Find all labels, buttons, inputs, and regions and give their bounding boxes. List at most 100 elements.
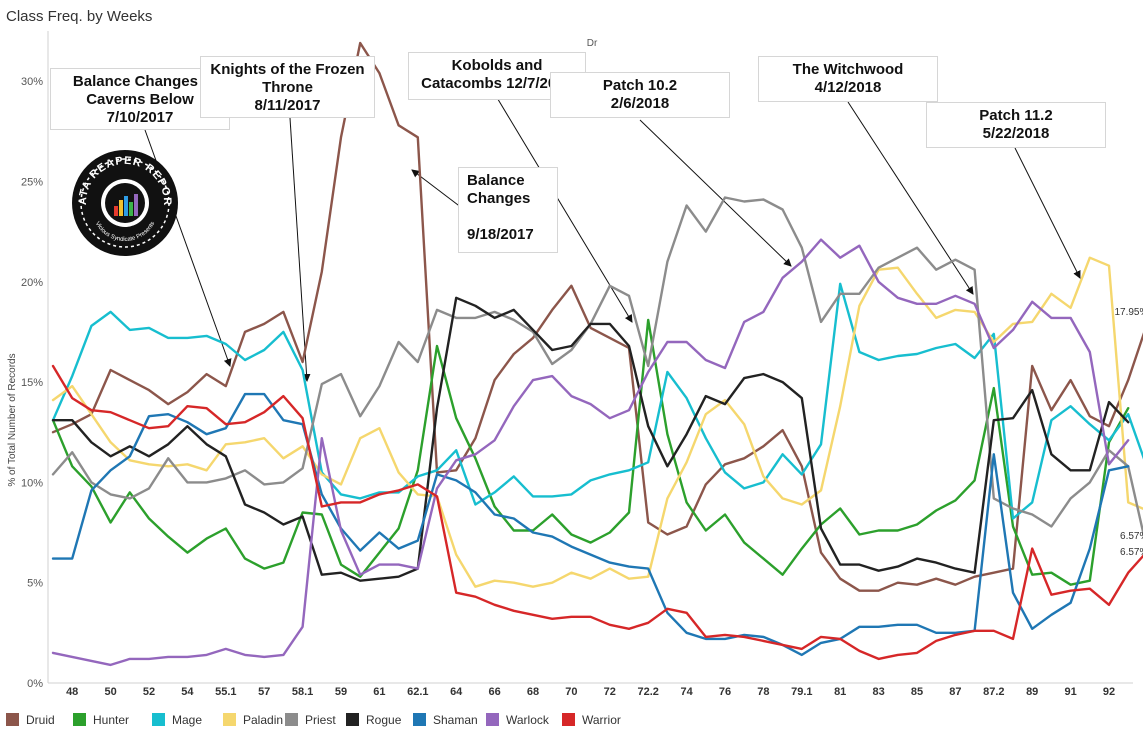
annotation-arrow <box>1014 147 1081 279</box>
series-line-warlock <box>51 238 1130 667</box>
legend-item-shaman[interactable]: Shaman <box>413 712 478 728</box>
x-tick-label: 72 <box>604 686 616 698</box>
line-chart: 0% 5% 10% 15% 20% 25% 30% 48 50 52 54 55.1 57 58.1 59… <box>7 31 1143 698</box>
x-tick-label: 57 <box>258 686 270 698</box>
x-tick-label: 48 <box>66 686 78 698</box>
annotation-box: Patch 11.2 5/22/2018 <box>926 102 1106 148</box>
annotation-text: 2/6/2018 <box>610 95 670 112</box>
series-line-paladin <box>51 256 1143 588</box>
annotation-arrow <box>289 117 311 382</box>
legend-item-priest[interactable]: Priest <box>285 712 336 728</box>
x-tick-label: 64 <box>450 686 463 698</box>
data-reaper-logo: DATA REAPER REPORT Vicious Syndicate Pre… <box>68 141 178 256</box>
x-tick-label: 91 <box>1064 686 1076 698</box>
annotation-box: Kobolds and Catacombs 12/7/2017 <box>408 52 586 100</box>
series-line-priest <box>51 196 1143 538</box>
chart-axes <box>47 31 1133 684</box>
x-tick-label: 70 <box>565 686 577 698</box>
x-tick-label: 92 <box>1103 686 1115 698</box>
annotation-arrow <box>639 119 792 267</box>
series-line-mage <box>51 282 1143 520</box>
legend-item-druid[interactable]: Druid <box>6 712 55 728</box>
x-tick-label: 79.1 <box>791 686 812 698</box>
annotation-text: 5/22/2018 <box>982 125 1050 142</box>
series-line-hunter <box>51 318 1130 586</box>
legend-item-rogue[interactable]: Rogue <box>346 712 401 728</box>
x-tick-label: 61 <box>373 686 385 698</box>
legend-swatch <box>486 713 499 726</box>
legend-item-warlock[interactable]: Warlock <box>486 712 549 728</box>
series-line-druid <box>51 41 1143 592</box>
legend-label: Mage <box>172 713 203 727</box>
annotation-text: Changes <box>467 190 531 207</box>
legend-swatch <box>285 713 298 726</box>
x-tick-label: 78 <box>757 686 769 698</box>
x-tick-label: 85 <box>911 686 923 698</box>
annotation-box: Knights of the Frozen Throne 8/11/2017 <box>200 56 375 118</box>
x-tick-label: 72.2 <box>637 686 658 698</box>
x-tick-label: 62.1 <box>407 686 428 698</box>
legend-label: Paladin <box>243 713 284 727</box>
annotation-text: 4/12/2018 <box>814 79 882 96</box>
x-tick-label: 74 <box>680 686 693 698</box>
annotation-text: Caverns Below <box>86 91 194 108</box>
annotation-box: The Witchwood 4/12/2018 <box>758 56 938 102</box>
series-line-rogue <box>51 296 1130 582</box>
end-label: 6.57% <box>1120 547 1143 558</box>
legend-swatch <box>6 713 19 726</box>
legend-label: Hunter <box>93 713 130 727</box>
legend-item-hunter[interactable]: Hunter <box>73 712 129 728</box>
annotation-text: 8/11/2017 <box>254 97 321 114</box>
end-labels: 17.95% 6.57% 6.57% <box>1114 307 1143 558</box>
x-tick-label: 66 <box>488 686 500 698</box>
legend-label: Warlock <box>506 713 549 727</box>
x-tick-label: 50 <box>104 686 116 698</box>
annotation-text: Throne <box>262 79 313 96</box>
series-line-warrior <box>51 364 1143 661</box>
y-tick-label: 15% <box>21 377 43 389</box>
annotation-box: Balance Changes 9/18/2017 <box>458 167 558 253</box>
x-tick-label: 54 <box>181 686 194 698</box>
legend-label: Rogue <box>366 713 402 727</box>
annotation-text <box>467 208 557 226</box>
legend-swatch <box>223 713 236 726</box>
annotation-text: Patch 11.2 <box>979 107 1053 124</box>
legend-item-mage[interactable]: Mage <box>152 712 202 728</box>
legend-item-warrior[interactable]: Warrior <box>562 712 621 728</box>
annotation-text: Knights of the Frozen <box>210 61 365 78</box>
series-lines <box>51 41 1143 667</box>
x-tick-label: 81 <box>834 686 846 698</box>
y-tick-label: 25% <box>21 176 43 188</box>
annotation-text: Kobolds and <box>451 57 543 74</box>
x-tick-label: 89 <box>1026 686 1038 698</box>
legend-swatch <box>346 713 359 726</box>
y-tick-label: 10% <box>21 477 43 489</box>
x-tick-label: 52 <box>143 686 155 698</box>
x-tick-label: 83 <box>872 686 884 698</box>
annotation-text: 9/18/2017 <box>467 226 534 243</box>
annotation-text: Balance <box>467 172 525 189</box>
y-tick-label: 0% <box>27 678 43 690</box>
legend-item-paladin[interactable]: Paladin <box>223 712 283 728</box>
y-tick-label: 30% <box>21 76 43 88</box>
legend-swatch <box>562 713 575 726</box>
x-tick-label: 76 <box>719 686 731 698</box>
annotation-text: Catacombs 12/7/2017 <box>421 75 573 92</box>
legend-swatch <box>73 713 86 726</box>
legend-label: Druid <box>26 713 55 727</box>
legend-swatch <box>413 713 426 726</box>
end-label: 6.57% <box>1120 531 1143 542</box>
x-tick-label: 68 <box>527 686 539 698</box>
x-tick-label: 59 <box>335 686 347 698</box>
annotation-text: Patch 10.2 <box>602 77 678 94</box>
annotation-text: The Witchwood <box>792 61 904 78</box>
x-tick-label: 55.1 <box>215 686 236 698</box>
x-tick-label: 87 <box>949 686 961 698</box>
chart-title: Class Freq. by Weeks <box>6 8 153 25</box>
legend-label: Warrior <box>582 713 621 727</box>
y-tick-label: 20% <box>21 277 43 289</box>
series-line-shaman <box>51 392 1130 657</box>
annotation-box: Patch 10.2 2/6/2018 <box>550 72 730 118</box>
annotation-text: Balance Changes - <box>72 73 208 90</box>
annotation-arrow <box>495 95 633 323</box>
